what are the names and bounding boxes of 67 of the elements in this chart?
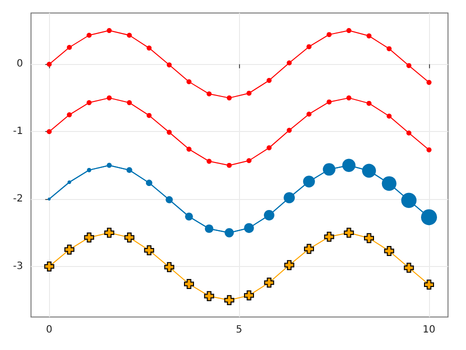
point (266, 78, 272, 83)
point (126, 100, 132, 106)
point (266, 145, 272, 150)
x-tick-label: 0 (46, 324, 52, 336)
point (264, 278, 274, 288)
point (146, 46, 152, 51)
point (104, 228, 114, 238)
point (284, 260, 294, 270)
point (304, 244, 314, 254)
point (344, 228, 354, 238)
point (66, 44, 72, 50)
point (346, 95, 352, 100)
point (426, 147, 432, 152)
point (406, 63, 412, 68)
point (384, 246, 394, 256)
point (306, 44, 312, 50)
point (326, 32, 332, 38)
point (324, 232, 334, 242)
point (106, 28, 112, 34)
point (164, 262, 174, 272)
point (386, 114, 392, 119)
point (364, 233, 374, 244)
point (146, 112, 152, 118)
y-tick-label: -1 (13, 126, 23, 138)
point (226, 162, 232, 168)
point (226, 95, 232, 100)
point (206, 91, 212, 96)
point (426, 80, 432, 85)
point (186, 79, 192, 84)
point (206, 158, 212, 164)
point (46, 62, 52, 67)
point (386, 46, 392, 52)
point (424, 280, 434, 290)
point (286, 128, 292, 133)
point (186, 146, 192, 152)
point (204, 291, 214, 302)
point (166, 130, 172, 135)
y-tick-label: 0 (16, 58, 23, 70)
point (84, 232, 94, 242)
point (366, 100, 372, 106)
point (286, 60, 292, 66)
point (246, 158, 252, 164)
point (404, 262, 414, 273)
point (106, 95, 112, 100)
y-tick-label: -3 (13, 260, 23, 272)
point (346, 28, 352, 34)
point (124, 232, 134, 242)
point (166, 62, 172, 68)
x-tick-label: 5 (236, 324, 242, 336)
point (64, 244, 74, 255)
point (406, 130, 412, 136)
point (246, 90, 252, 96)
point (66, 112, 72, 118)
x-tick-label: 10 (422, 324, 436, 336)
point (144, 245, 154, 256)
point (184, 278, 194, 289)
point (126, 32, 132, 38)
point (86, 100, 92, 106)
point (224, 295, 234, 306)
point (46, 129, 52, 134)
point (306, 112, 312, 117)
y-tick-label: -2 (13, 194, 23, 205)
point (86, 32, 92, 38)
point (44, 261, 54, 272)
point (366, 33, 372, 38)
point (326, 99, 332, 104)
point (244, 290, 254, 300)
